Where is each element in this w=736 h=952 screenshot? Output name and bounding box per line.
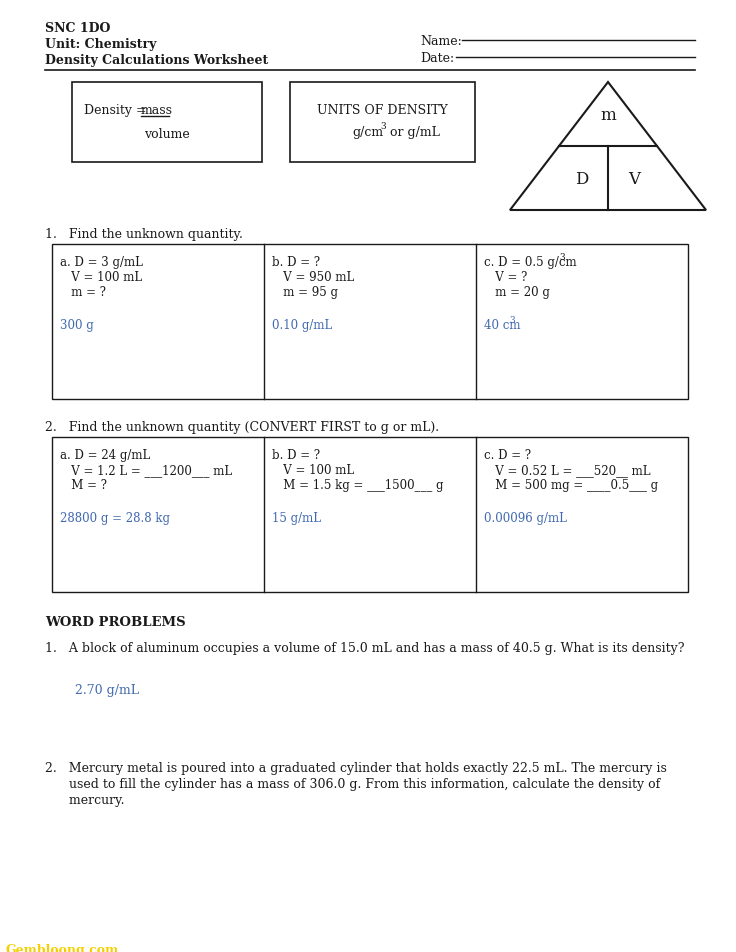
Text: a. D = 24 g/mL: a. D = 24 g/mL <box>60 449 150 462</box>
Text: mass: mass <box>141 104 173 117</box>
Bar <box>52 437 688 592</box>
Text: a. D = 3 g/mL: a. D = 3 g/mL <box>60 256 143 269</box>
Text: WORD PROBLEMS: WORD PROBLEMS <box>45 616 185 629</box>
Text: 1.   A block of aluminum occupies a volume of 15.0 mL and has a mass of 40.5 g. : 1. A block of aluminum occupies a volume… <box>45 642 684 655</box>
Text: 28800 g = 28.8 kg: 28800 g = 28.8 kg <box>60 512 170 525</box>
Text: 0.10 g/mL: 0.10 g/mL <box>272 319 332 332</box>
Text: 0.00096 g/mL: 0.00096 g/mL <box>484 512 567 525</box>
Text: 2.   Mercury metal is poured into a graduated cylinder that holds exactly 22.5 m: 2. Mercury metal is poured into a gradua… <box>45 762 667 775</box>
Text: or g/mL: or g/mL <box>386 126 439 139</box>
Text: 40 cm: 40 cm <box>484 319 520 332</box>
Text: b. D = ?: b. D = ? <box>272 256 320 269</box>
Text: used to fill the cylinder has a mass of 306.0 g. From this information, calculat: used to fill the cylinder has a mass of … <box>45 778 660 791</box>
Bar <box>52 244 688 399</box>
Bar <box>72 82 262 162</box>
Text: M = 500 mg = ____0.5___ g: M = 500 mg = ____0.5___ g <box>484 479 658 492</box>
Text: V = ?: V = ? <box>484 271 528 284</box>
Text: 3: 3 <box>559 253 565 262</box>
Text: c. D = 0.5 g/cm: c. D = 0.5 g/cm <box>484 256 576 269</box>
Text: SNC 1DO: SNC 1DO <box>45 22 110 35</box>
Text: m = ?: m = ? <box>60 286 106 299</box>
Text: b. D = ?: b. D = ? <box>272 449 320 462</box>
Text: V = 100 mL: V = 100 mL <box>272 464 354 477</box>
Text: V: V <box>629 171 640 188</box>
Text: 2.   Find the unknown quantity (CONVERT FIRST to g or mL).: 2. Find the unknown quantity (CONVERT FI… <box>45 421 439 434</box>
Text: c. D = ?: c. D = ? <box>484 449 531 462</box>
Text: 3: 3 <box>509 316 514 325</box>
Text: Name:: Name: <box>420 35 461 48</box>
Text: V = 950 mL: V = 950 mL <box>272 271 354 284</box>
Bar <box>290 82 475 162</box>
Text: Gembloong.com: Gembloong.com <box>6 944 119 952</box>
Text: Density =: Density = <box>84 104 151 117</box>
Text: 3: 3 <box>381 122 386 131</box>
Text: V = 1.2 L = ___1200___ mL: V = 1.2 L = ___1200___ mL <box>60 464 232 477</box>
Text: m = 20 g: m = 20 g <box>484 286 550 299</box>
Text: M = 1.5 kg = ___1500___ g: M = 1.5 kg = ___1500___ g <box>272 479 444 492</box>
Text: 300 g: 300 g <box>60 319 93 332</box>
Text: Unit: Chemistry: Unit: Chemistry <box>45 38 156 51</box>
Text: m = 95 g: m = 95 g <box>272 286 338 299</box>
Text: volume: volume <box>144 128 190 141</box>
Text: Date:: Date: <box>420 52 454 65</box>
Text: D: D <box>575 171 588 188</box>
Text: V = 0.52 L = ___520__ mL: V = 0.52 L = ___520__ mL <box>484 464 651 477</box>
Text: 15 g/mL: 15 g/mL <box>272 512 321 525</box>
Text: 2.70 g/mL: 2.70 g/mL <box>75 684 139 697</box>
Text: mercury.: mercury. <box>45 794 124 807</box>
Text: Density Calculations Worksheet: Density Calculations Worksheet <box>45 54 268 67</box>
Text: V = 100 mL: V = 100 mL <box>60 271 142 284</box>
Text: g/cm: g/cm <box>353 126 383 139</box>
Text: UNITS OF DENSITY: UNITS OF DENSITY <box>317 104 448 117</box>
Text: 1.   Find the unknown quantity.: 1. Find the unknown quantity. <box>45 228 243 241</box>
Text: M = ?: M = ? <box>60 479 107 492</box>
Text: m: m <box>600 108 616 125</box>
